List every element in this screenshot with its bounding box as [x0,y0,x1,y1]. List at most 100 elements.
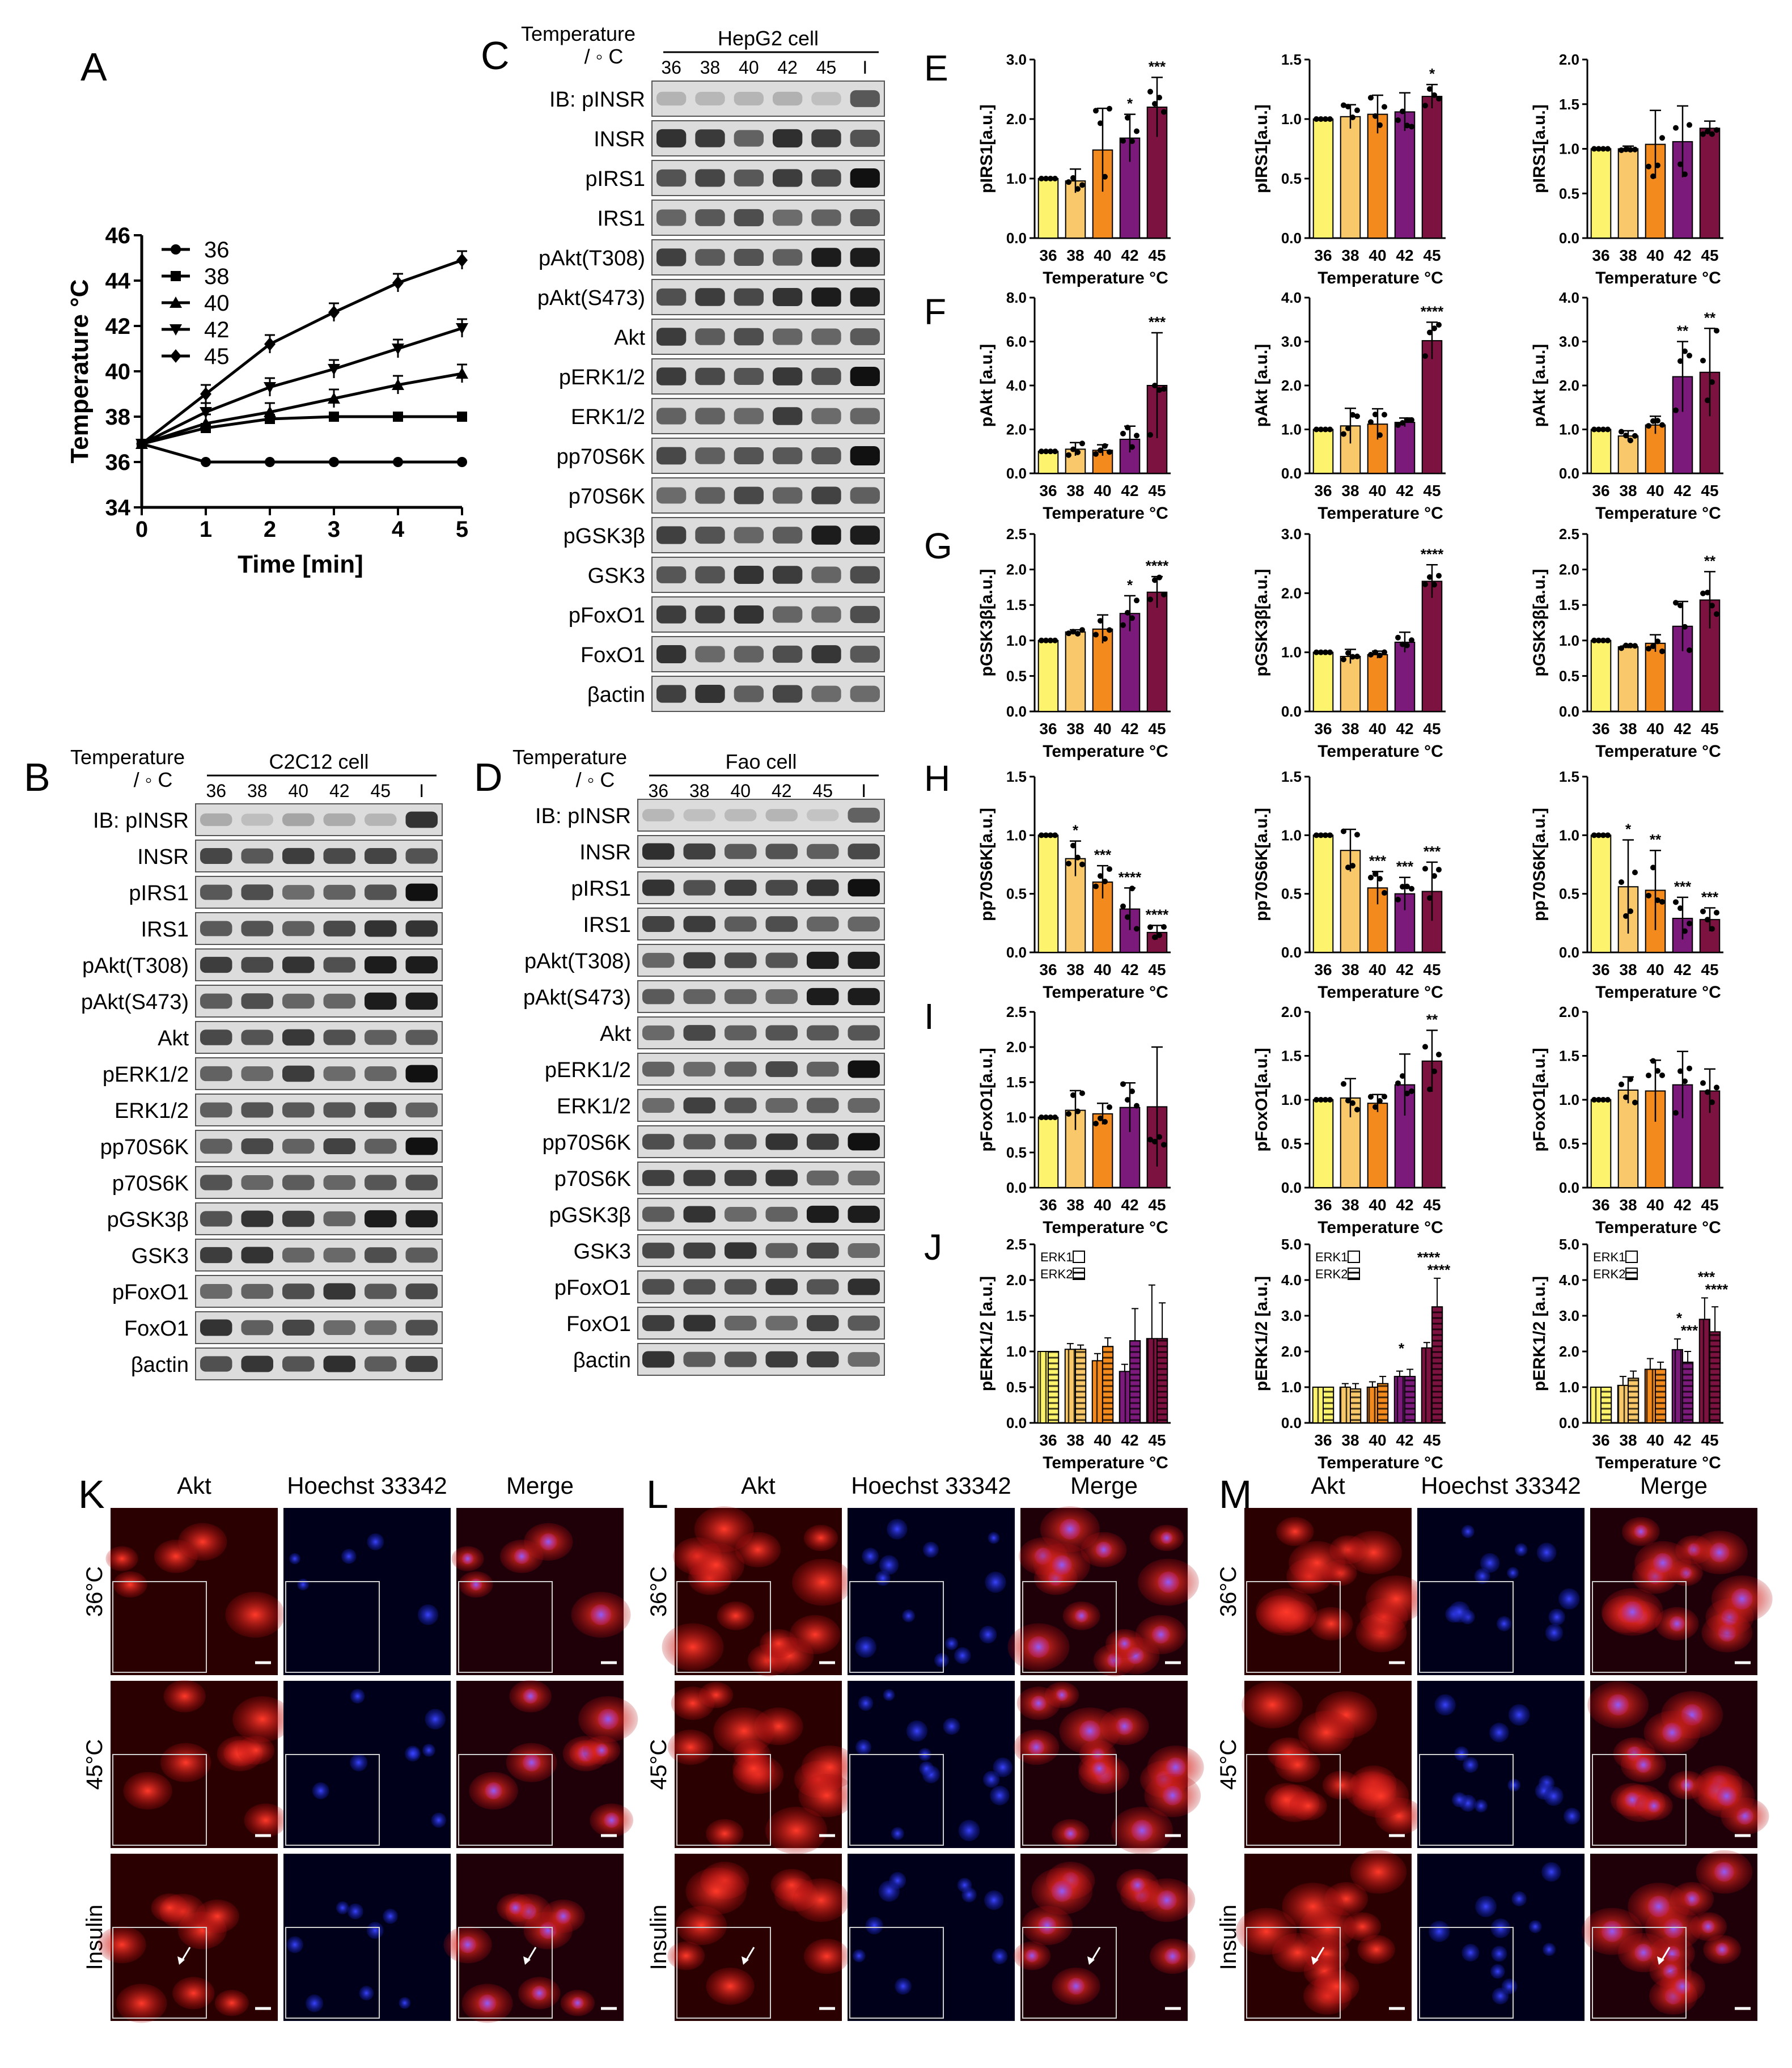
nucleus-merge [1669,1616,1685,1631]
blot-band [695,249,725,266]
data-point [1075,186,1081,192]
blot-row-label: pGSK3β [549,1203,631,1227]
y-tick-label: 1.0 [1281,1091,1302,1108]
data-point [1318,116,1324,122]
blot-band [734,685,764,702]
cell-body [116,1984,167,2023]
data-point [1147,1137,1153,1143]
y-tick-label: 8.0 [1006,289,1027,306]
nucleus [1507,1778,1521,1792]
nucleus-merge [540,1533,557,1550]
data-point [1646,423,1651,429]
blot-band [848,1060,880,1078]
bar [1421,340,1443,474]
y-tick-label: 1.5 [1006,1074,1027,1091]
cell-body [765,1807,827,1854]
blot-band [811,408,841,425]
data-point [1156,387,1162,393]
blot-band [848,807,880,823]
legend-label: ERK1 [1593,1250,1625,1264]
blot-row-label: pAkt(S473) [81,990,189,1014]
blot-strip [195,803,443,836]
nucleus [1507,1567,1519,1579]
blot-row-label: pAkt(T308) [539,247,645,270]
microscopy-row-label: 36°C [646,1566,671,1617]
data-point [1700,358,1706,364]
blot-row-label: pIRS1 [571,877,631,901]
data-point [1709,131,1715,137]
significance-label: **** [1427,1261,1451,1278]
data-point [1687,353,1692,359]
blot-band [405,1210,438,1228]
microscopy-tile [456,1680,638,1848]
data-point [1382,412,1387,418]
data-point [1070,446,1076,452]
data-point [1409,417,1414,423]
data-point [1043,832,1049,838]
y-tick-label: 1.5 [1281,768,1302,785]
blot-strip [195,912,443,945]
y-tick-label: 2.0 [1559,1343,1579,1360]
blot-band [811,566,841,583]
temperature-unit: / ◦ C [134,768,173,791]
cell-body [688,1543,745,1587]
y-tick-label: 1.5 [1006,596,1027,613]
bar-pattern [1628,1378,1639,1423]
blot-row-label: pp70S6K [557,445,645,469]
blot-row-label: pERK1/2 [559,366,645,389]
data-point [1093,883,1099,889]
cell-body [172,1977,215,2010]
blot-band [642,809,675,821]
data-point [1655,897,1660,904]
data-point [1134,433,1139,439]
data-point [1327,116,1333,122]
blot-band [725,1097,757,1113]
bar-chart-g-3: 0.0 0.5 1.0 1.5 2.0 2.5 pGSK3β[a.u.] Temperatur… [1530,526,1723,761]
blot-band [683,1315,715,1332]
inset-frame [676,1581,771,1673]
blot-band [765,1351,798,1368]
nucleus-merge [1067,1977,1084,1995]
data-point [1700,908,1706,914]
nucleus-merge [571,1997,584,2009]
data-point [1323,649,1328,655]
data-point [1120,903,1126,909]
bar-chart-h-1: 0.0 0.5 1.0 1.5 pp70S6K[a.u.] Temperature °C 3… [977,768,1171,1002]
arrow-head-icon [1657,1956,1664,1965]
cell-body [792,1558,853,1606]
blot-band [365,884,397,900]
data-point [1650,865,1656,871]
lane-label: 45 [816,57,837,78]
data-point [1382,649,1387,655]
data-point [1079,440,1085,447]
blot-band [642,1315,675,1332]
bar [1421,580,1443,713]
blot-band [405,848,438,864]
data-point [1646,163,1651,169]
blot-band [850,446,880,466]
x-tick-label: 38 [1066,720,1084,738]
panel-letter-D: D [474,755,503,799]
blot-band [405,1137,438,1155]
data-point [1043,176,1049,181]
x-tick-label: 45 [1148,720,1166,738]
data-point [1623,642,1629,649]
nucleus-merge [1714,1862,1734,1882]
blot-band [773,249,803,266]
data-point [1687,647,1692,653]
microscopy-column-label: Hoechst 33342 [851,1472,1011,1499]
data-point [1345,104,1351,110]
x-tick-label: 45 [1701,961,1718,978]
blot-band [765,1316,798,1330]
nucleus [883,1689,895,1701]
blot-band [848,1315,880,1331]
bar-pattern [1601,1387,1612,1423]
blot-band [773,645,803,663]
blot-strip [651,438,885,474]
x-axis-label: Temperature °C [1043,269,1168,287]
data-point [1404,642,1410,649]
x-tick-label: 45 [1701,482,1718,499]
blot-band [807,844,839,859]
blot-band [811,486,841,505]
blot-band [807,1170,839,1186]
